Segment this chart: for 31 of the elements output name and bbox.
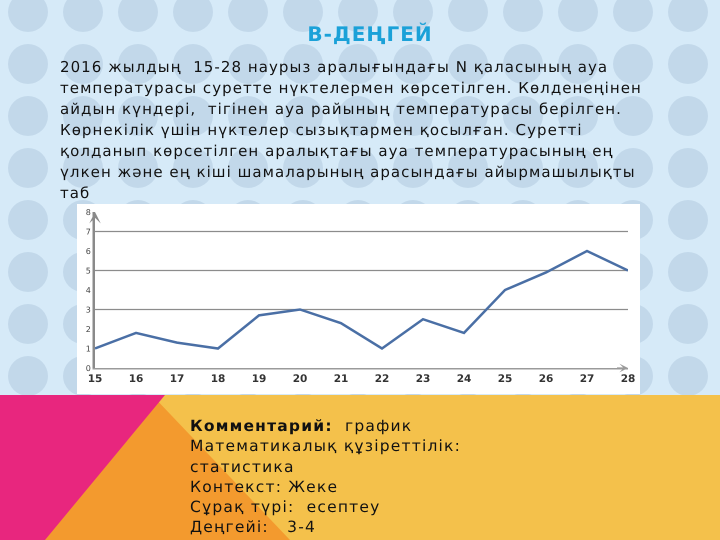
x-tick-label: 16 [128,373,144,386]
x-tick-label: 28 [620,373,636,386]
y-tick-label: 5 [86,266,91,276]
x-tick-label: 20 [292,373,308,386]
text: Комментарий: график [190,416,414,436]
x-tick-label: 22 [374,373,390,386]
text: Деңгейі: 3-4 [190,517,318,538]
text: Контекст: Жеке [190,476,340,498]
y-tick-label: 2 [86,324,91,334]
y-tick-label: 4 [86,286,91,295]
x-tick-label: 15 [88,373,102,386]
chart-subtitle: 2016 жылдың 15-28 наурыз аралығындағы N қаласының ауа температурасы суретте нүктелермен көрсетілген. Көлденеңінен айдын күндері, тігінен ауа райының температурасы берілген. Көрнекілік үшін нүктелер сызықтармен қосылған. Суретті қолданып көрсетілген аралықтағы ауа температурасының ең үлкен және ең кіші шамаларының арасындағы айырмашылықты таб [60,57,643,204]
x-tick-label: 23 [416,373,430,386]
x-tick-label: 25 [498,373,512,386]
x-tick-label: 19 [252,373,266,386]
x-tick-label: 24 [456,373,472,386]
y-tick-label: 7 [86,227,91,236]
text: Сұрақ түрі: есептеу [190,497,382,518]
y-tick-label: 8 [86,208,91,217]
y-tick-label: 0 [86,364,91,373]
x-tick-label: 21 [334,373,348,386]
x-tick-label: 26 [538,373,554,386]
line-series [95,250,628,350]
x-tick-label: 17 [170,373,184,386]
chart-title: В-ДЕҢГЕЙ [306,22,434,46]
y-tick-label: 1 [86,344,91,354]
x-tick-label: 27 [580,373,594,386]
y-tick-label: 3 [86,305,91,314]
x-tick-label: 18 [210,373,226,386]
text: Математикалық құзіреттілік: статистика [190,436,462,477]
y-tick-label: 6 [86,246,91,256]
